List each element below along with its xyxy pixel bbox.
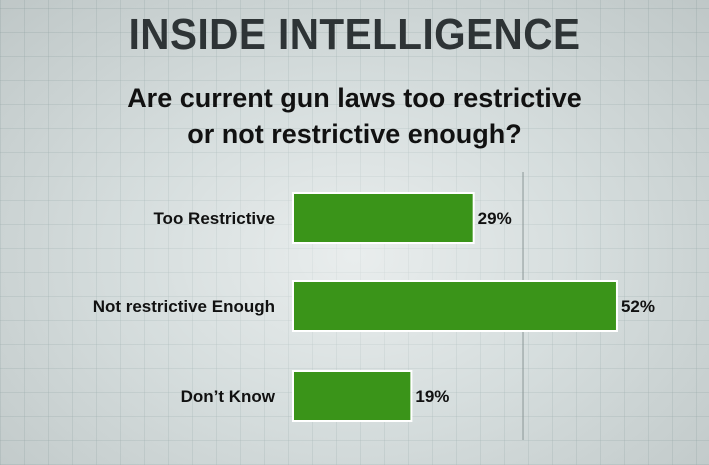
category-label-1: Too Restrictive	[153, 209, 275, 228]
value-label-1: 29%	[478, 209, 512, 228]
question-line-1: Are current gun laws too restrictive	[127, 83, 582, 113]
chart-question: Are current gun laws too restrictive or …	[0, 80, 709, 152]
bar-1	[292, 192, 475, 244]
category-label-3: Don’t Know	[181, 387, 276, 406]
bar-2	[292, 280, 618, 332]
category-label-2: Not restrictive Enough	[93, 297, 275, 316]
question-line-2: or not restrictive enough?	[187, 119, 522, 149]
value-label-3: 19%	[415, 387, 449, 406]
page-title: INSIDE INTELLIGENCE	[128, 10, 581, 59]
bar-3	[292, 370, 413, 422]
value-label-2: 52%	[621, 297, 655, 316]
